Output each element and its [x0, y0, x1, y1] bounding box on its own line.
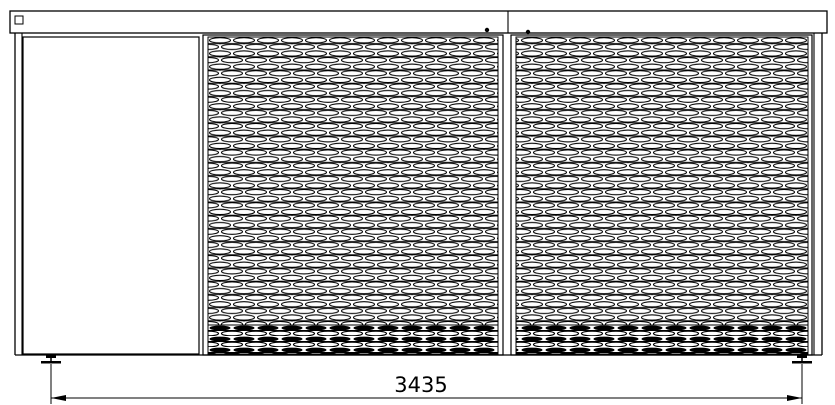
corner-square-icon — [14, 15, 24, 25]
mesh-door-panel-left-lower — [207, 324, 499, 355]
top-worktop — [9, 10, 828, 34]
dimension-arrow-icon — [51, 395, 66, 401]
door-handle-icon — [484, 27, 490, 33]
dimension-arrow-icon — [787, 395, 802, 401]
mesh-door-panel-right — [515, 36, 809, 326]
solid-door-panel — [22, 36, 200, 355]
dimension-label: 3435 — [394, 373, 447, 397]
mesh-door-panel-left — [207, 36, 499, 326]
leveling-foot-icon — [41, 355, 61, 364]
leveling-foot-icon — [792, 355, 812, 364]
door-handle-icon — [525, 29, 531, 35]
mesh-door-panel-right-lower — [515, 324, 809, 355]
dimension-line — [50, 364, 803, 404]
